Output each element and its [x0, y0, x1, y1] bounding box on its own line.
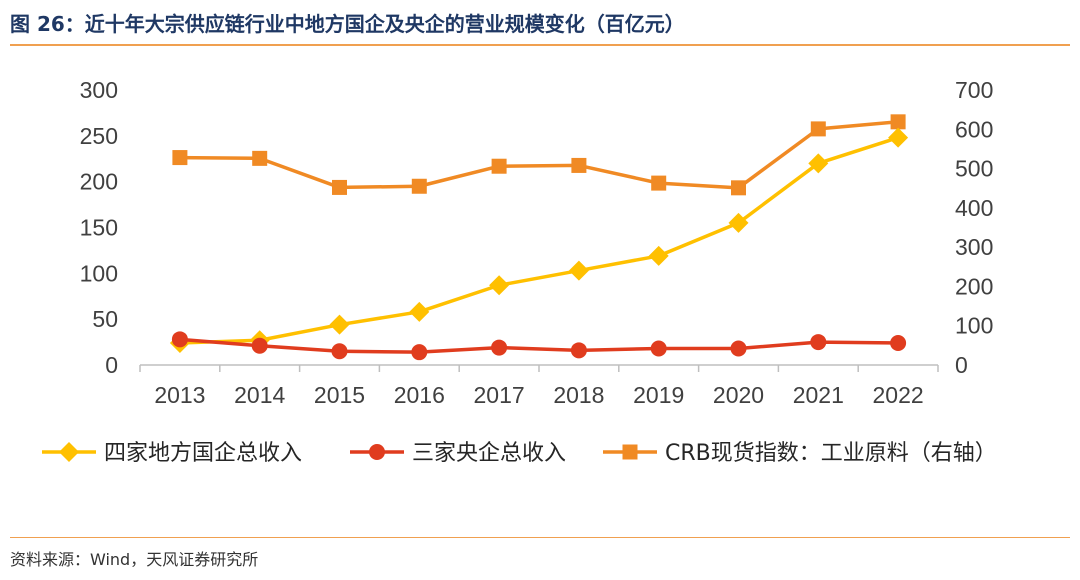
x-tick-label: 2019 [633, 382, 684, 408]
data-point [411, 178, 427, 194]
right-y-tick-label: 300 [955, 234, 993, 260]
data-point [650, 340, 667, 357]
source-divider [10, 537, 1070, 538]
data-point [731, 180, 746, 196]
data-point [491, 158, 507, 174]
right-y-tick-label: 100 [955, 313, 993, 339]
data-point [332, 179, 347, 195]
x-tick-label: 2018 [553, 382, 604, 408]
legend-marker [622, 444, 638, 460]
series-line [179, 120, 899, 190]
series-diamond [169, 127, 909, 353]
legend-label: 三家央企总收入 [412, 441, 566, 466]
x-tick-label: 2013 [154, 382, 205, 408]
data-point [252, 150, 268, 166]
legend-label: 四家地方国企总收入 [104, 441, 302, 466]
source-note: 资料来源：Wind，天风证券研究所 [10, 550, 259, 569]
data-point [568, 260, 589, 281]
left-y-tick-label: 0 [105, 352, 118, 378]
title-divider [10, 44, 1070, 46]
x-tick-label: 2021 [793, 382, 844, 408]
x-tick-label: 2015 [314, 382, 365, 408]
legend-label: CRB现货指数：工业原料（右轴） [665, 441, 997, 466]
data-point [171, 331, 188, 348]
right-y-tick-label: 400 [955, 195, 993, 221]
series-square [172, 114, 906, 196]
legend-item: 四家地方国企总收入 [42, 441, 302, 466]
data-point [810, 121, 826, 137]
data-point [888, 127, 909, 148]
right-y-tick-label: 0 [955, 352, 968, 378]
data-point [571, 157, 587, 173]
figure-title: 图 26：近十年大宗供应链行业中地方国企及央企的营业规模变化（百亿元） [10, 12, 685, 36]
combo-line-chart: 2013 2014 2015 2016 2017 2018 2019 2020 2021 2022… [42, 77, 997, 466]
data-point [648, 245, 669, 266]
data-point [411, 344, 428, 361]
left-y-tick-label: 200 [80, 169, 118, 195]
data-point [808, 153, 829, 174]
left-y-tick-label: 300 [80, 77, 118, 103]
data-point [172, 150, 188, 166]
data-point [251, 337, 268, 354]
series-circle [171, 331, 907, 361]
left-y-tick-label: 150 [80, 215, 118, 241]
data-point [651, 175, 667, 191]
left-y-tick-label: 50 [92, 306, 118, 332]
data-point [728, 212, 749, 233]
left-y-tick-label: 100 [80, 260, 118, 286]
x-tick-label: 2014 [234, 382, 285, 408]
data-point [489, 275, 510, 296]
chart-legend: 四家地方国企总收入 三家央企总收入 CRB现货指数：工业原料（右轴） [42, 441, 997, 466]
legend-item: 三家央企总收入 [350, 441, 566, 466]
data-point [570, 342, 587, 359]
right-y-tick-label: 500 [955, 156, 993, 182]
right-y-tick-label: 600 [955, 116, 993, 142]
data-point [491, 339, 508, 356]
x-tick-label: 2016 [394, 382, 445, 408]
left-y-tick-label: 250 [80, 123, 118, 149]
series-line [179, 136, 899, 345]
data-point [810, 334, 827, 351]
data-point [329, 314, 350, 335]
legend-item: CRB现货指数：工业原料（右轴） [603, 441, 997, 466]
right-y-tick-label: 200 [955, 273, 993, 299]
data-point [890, 335, 907, 351]
data-point [890, 114, 906, 130]
data-point [331, 343, 348, 360]
legend-marker [369, 444, 385, 460]
chart-axes: 2013 2014 2015 2016 2017 2018 2019 2020 2021 2022… [80, 77, 994, 408]
chart-series [169, 114, 909, 361]
legend-marker [59, 442, 79, 462]
data-point [409, 301, 430, 322]
data-point [730, 340, 747, 357]
x-tick-label: 2020 [713, 382, 764, 408]
x-tick-label: 2017 [474, 382, 525, 408]
series-line [179, 337, 899, 354]
x-tick-label: 2022 [873, 382, 924, 408]
right-y-tick-label: 700 [955, 77, 993, 103]
